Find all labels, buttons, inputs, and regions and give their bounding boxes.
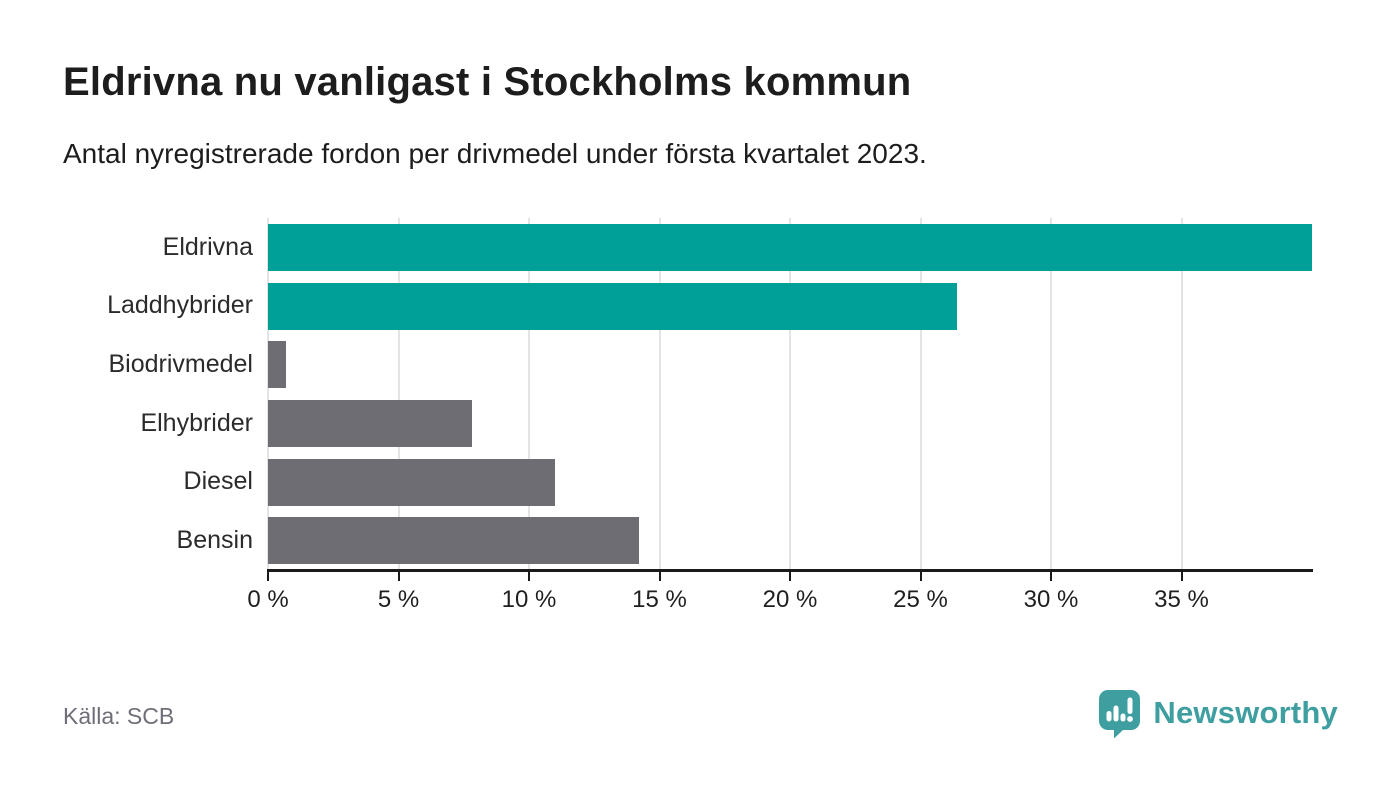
tick-0 [267,572,269,581]
gridline-30 [1050,218,1052,570]
tick-35 [1180,572,1183,581]
x-axis-line [267,569,1313,572]
tick-label-20: 20 % [762,586,818,613]
gridline-10 [528,218,530,570]
source-note: Källa: SCB [63,703,175,729]
chart-title: Eldrivna nu vanligast i Stockholms kommu… [63,60,912,104]
gridline-25 [919,218,922,570]
brand-logo: Newsworthy [1097,688,1338,738]
tick-25 [919,572,922,581]
tick-label-30: 30 % [1023,586,1079,613]
tick-5 [397,572,400,581]
y-axis-labels: Eldrivna Laddhybrider Biodrivmedel Elhybrid… [40,218,253,570]
tick-label-5: 5 % [377,586,420,613]
gridline-5 [397,218,400,570]
tick-label-0: 0 % [247,586,289,613]
bar-bensin [268,517,639,565]
category-label-laddhybrider: Laddhybrider [107,291,253,320]
tick-15 [658,572,661,581]
tick-10 [528,572,530,581]
chart-subtitle: Antal nyregistrerade fordon per drivmede… [63,138,927,169]
tick-label-35: 35 % [1154,586,1209,613]
bar-eldrivna [268,223,1312,271]
bar-elhybrider [268,399,472,447]
tick-label-10: 10 % [501,586,557,613]
tick-30 [1050,572,1052,581]
tick-20 [789,572,791,581]
bar-laddhybrider [268,282,958,330]
plot-area [267,218,1312,570]
category-label-diesel: Diesel [183,467,253,496]
tick-label-25: 25 % [893,586,948,613]
gridline-35 [1180,218,1183,570]
gridline-20 [789,218,791,570]
newsworthy-speech-bubble-chart-icon [1097,688,1142,738]
gridline-15 [658,218,661,570]
brand-name: Newsworthy [1153,695,1338,730]
bar-diesel [268,458,556,506]
x-axis-tick-labels: 0 % 5 % 10 % 15 % 20 % 25 % 30 % 35 % [247,586,1312,618]
category-label-eldrivna: Eldrivna [162,232,253,261]
category-label-bensin: Bensin [176,526,253,555]
x-axis-ticks [267,572,1312,582]
category-label-elhybrider: Elhybrider [140,408,253,437]
tick-label-15: 15 % [632,586,687,613]
category-label-biodrivmedel: Biodrivmedel [108,350,253,379]
bar-biodrivmedel [268,341,287,389]
gridline-0 [267,218,269,570]
